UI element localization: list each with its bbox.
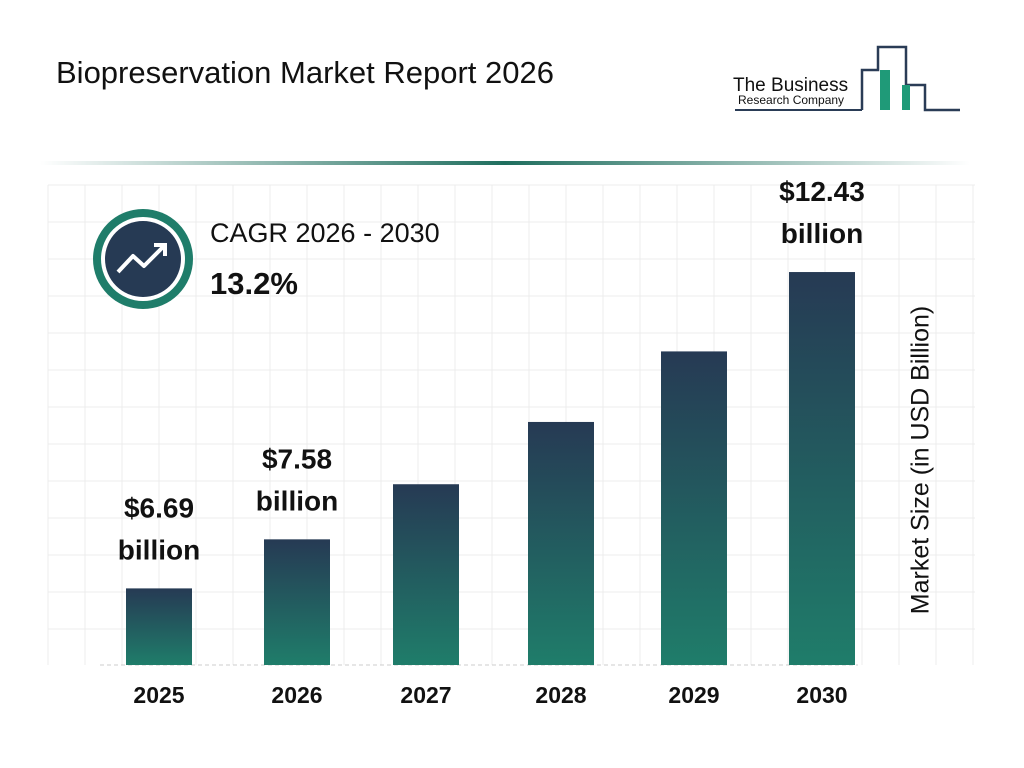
value-label: $7.58 billion xyxy=(256,444,338,517)
chart-title: Biopreservation Market Report 2026 xyxy=(56,55,554,90)
divider xyxy=(40,161,970,165)
logo-text: Research Company xyxy=(738,93,844,107)
cagr-value: 13.2% xyxy=(210,266,298,301)
bar xyxy=(528,421,594,665)
bar xyxy=(661,351,727,665)
value-label: $12.43 billion xyxy=(779,176,865,249)
logo-text: The Business xyxy=(733,75,848,96)
cagr-badge xyxy=(93,209,193,309)
x-tick-label: 2029 xyxy=(668,682,719,708)
x-tick-label: 2027 xyxy=(400,682,451,708)
value-label: $6.69 billion xyxy=(118,493,200,566)
bar xyxy=(126,588,192,665)
logo: The Business Research Company xyxy=(733,45,960,112)
x-tick-label: 2026 xyxy=(271,682,322,708)
x-tick-label: 2025 xyxy=(133,682,184,708)
bar xyxy=(789,272,855,665)
y-axis-label: Market Size (in USD Billion) xyxy=(907,306,935,614)
x-tick-label: 2028 xyxy=(535,682,586,708)
bar xyxy=(393,484,459,665)
bar xyxy=(264,539,330,665)
x-tick-label: 2030 xyxy=(796,682,847,708)
cagr-label: CAGR 2026 - 2030 xyxy=(210,218,440,248)
